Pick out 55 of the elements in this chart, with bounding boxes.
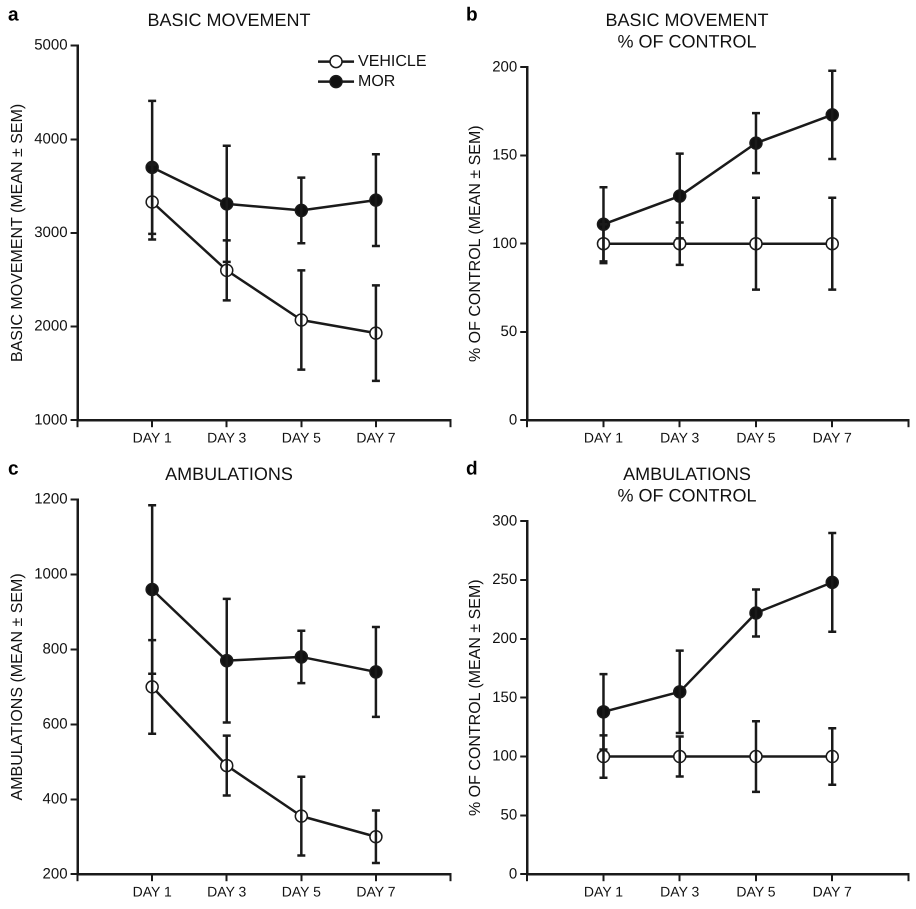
x-tick-label: DAY 5 <box>282 429 322 446</box>
y-tick-label: 600 <box>42 716 68 732</box>
y-axis-title: AMBULATIONS (MEAN ± SEM) <box>9 573 26 800</box>
x-tick-label: DAY 7 <box>812 883 852 900</box>
x-tick-label: DAY 7 <box>356 883 396 900</box>
y-tick-label: 3000 <box>34 224 68 242</box>
y-tick-label: 400 <box>42 790 68 808</box>
x-tick-label: DAY 7 <box>356 429 396 446</box>
y-tick-label: 150 <box>492 146 518 164</box>
text: a <box>8 4 19 26</box>
y-tick-label: 4000 <box>34 130 68 148</box>
y-tick-label: 200 <box>492 630 518 648</box>
chart-subtitle: % OF CONTROL <box>617 31 757 52</box>
y-tick-label: 200 <box>42 865 68 882</box>
x-tick-label: DAY 3 <box>660 429 700 446</box>
y-axis-title: % OF CONTROL (MEAN ± SEM) <box>467 125 484 362</box>
x-tick-label: DAY 1 <box>584 429 624 446</box>
y-tick-label: 1000 <box>34 411 68 428</box>
y-tick-label: 100 <box>492 234 518 252</box>
x-tick-label: DAY 7 <box>812 429 852 446</box>
legend-label: VEHICLE <box>358 53 426 70</box>
chart-title: AMBULATIONS <box>623 464 751 484</box>
text: d <box>466 458 478 480</box>
x-tick-label: DAY 5 <box>736 429 776 446</box>
y-tick-label: 2000 <box>34 318 68 335</box>
text: b <box>466 4 478 26</box>
chart-subtitle: % OF CONTROL <box>617 485 757 506</box>
y-tick-label: 250 <box>492 571 518 588</box>
y-tick-label: 200 <box>492 58 518 76</box>
chart-title: BASIC MOVEMENT <box>147 10 311 30</box>
y-tick-label: 150 <box>492 688 518 706</box>
y-tick-label: 0 <box>508 411 518 428</box>
x-tick-label: DAY 1 <box>584 883 624 900</box>
y-tick-label: 1200 <box>34 490 68 508</box>
y-tick-label: 50 <box>500 323 518 340</box>
y-tick-label: 1000 <box>34 566 68 583</box>
y-tick-label: 800 <box>42 640 68 658</box>
y-tick-label: 0 <box>508 865 518 882</box>
y-tick-label: 5000 <box>34 36 68 54</box>
x-tick-label: DAY 1 <box>132 429 172 446</box>
x-tick-label: DAY 3 <box>207 429 247 446</box>
x-tick-label: DAY 5 <box>736 883 776 900</box>
y-axis-title: BASIC MOVEMENT (MEAN ± SEM) <box>9 104 26 362</box>
y-tick-label: 50 <box>500 806 518 824</box>
x-tick-label: DAY 1 <box>132 883 172 900</box>
y-tick-label: 300 <box>492 512 518 530</box>
legend-label: MOR <box>358 73 396 90</box>
chart-title: AMBULATIONS <box>165 464 293 484</box>
y-axis-title: % OF CONTROL (MEAN ± SEM) <box>467 579 484 816</box>
x-tick-label: DAY 3 <box>660 883 700 900</box>
y-tick-label: 100 <box>492 748 518 765</box>
x-tick-label: DAY 5 <box>282 883 322 900</box>
chart-title: BASIC MOVEMENT <box>605 10 769 30</box>
text: c <box>8 458 19 480</box>
x-tick-label: DAY 3 <box>207 883 247 900</box>
